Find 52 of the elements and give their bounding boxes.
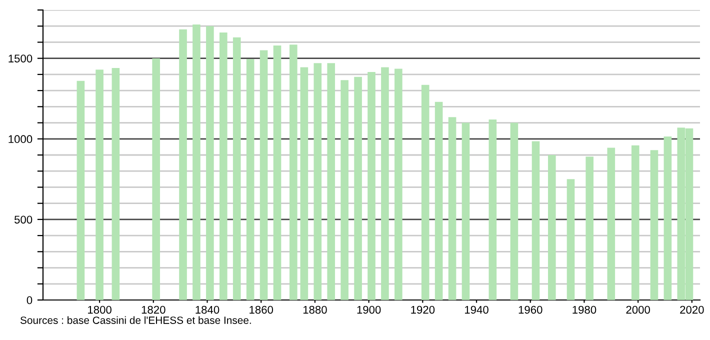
bar bbox=[152, 58, 160, 300]
bar bbox=[448, 117, 456, 300]
x-tick-label: 1820 bbox=[142, 306, 166, 314]
bar bbox=[586, 156, 594, 300]
bar bbox=[421, 84, 430, 300]
bar bbox=[510, 122, 518, 300]
x-tick-label: 1920 bbox=[411, 306, 435, 314]
bar bbox=[220, 32, 228, 300]
x-tick-label: 2020 bbox=[680, 306, 704, 314]
x-tick-label: 1840 bbox=[196, 306, 220, 314]
y-tick-label: 500 bbox=[14, 216, 32, 224]
bar bbox=[232, 37, 241, 300]
bar bbox=[631, 145, 640, 300]
bar bbox=[76, 80, 85, 300]
bar bbox=[179, 29, 187, 300]
bar bbox=[290, 44, 298, 300]
bar bbox=[246, 59, 254, 300]
bar bbox=[650, 150, 658, 300]
bar bbox=[532, 141, 540, 300]
x-tick-label: 1940 bbox=[465, 306, 488, 314]
bar bbox=[300, 67, 308, 300]
bar bbox=[434, 102, 443, 300]
source-note: Sources : base Cassini de l'EHESS et base Insee. bbox=[20, 316, 251, 324]
bar bbox=[664, 136, 672, 300]
y-tick-label: 1500 bbox=[8, 54, 32, 62]
x-tick-label: 1860 bbox=[250, 306, 274, 314]
x-tick-label: 1960 bbox=[518, 306, 542, 314]
x-tick-label: 1880 bbox=[303, 306, 327, 314]
x-tick-label: 1900 bbox=[357, 306, 381, 314]
bar bbox=[206, 26, 214, 300]
bar bbox=[354, 76, 362, 300]
bar bbox=[607, 148, 616, 300]
bar bbox=[488, 120, 497, 300]
x-tick-label: 2000 bbox=[626, 306, 650, 314]
bar bbox=[192, 24, 200, 300]
bar bbox=[368, 72, 376, 300]
bar bbox=[112, 68, 120, 300]
bar bbox=[566, 179, 575, 300]
bar bbox=[381, 67, 389, 300]
y-tick-label: 0 bbox=[26, 296, 32, 304]
bar bbox=[314, 63, 322, 300]
bar bbox=[394, 68, 402, 300]
bar bbox=[273, 45, 282, 300]
bar bbox=[327, 63, 336, 300]
x-tick-label: 1980 bbox=[572, 306, 596, 314]
bar bbox=[260, 50, 268, 300]
x-tick-label: 1800 bbox=[88, 306, 112, 314]
bar bbox=[96, 70, 104, 300]
bar bbox=[548, 155, 556, 300]
bar bbox=[462, 122, 470, 300]
bar bbox=[340, 80, 348, 300]
y-tick-label: 1000 bbox=[8, 135, 32, 144]
